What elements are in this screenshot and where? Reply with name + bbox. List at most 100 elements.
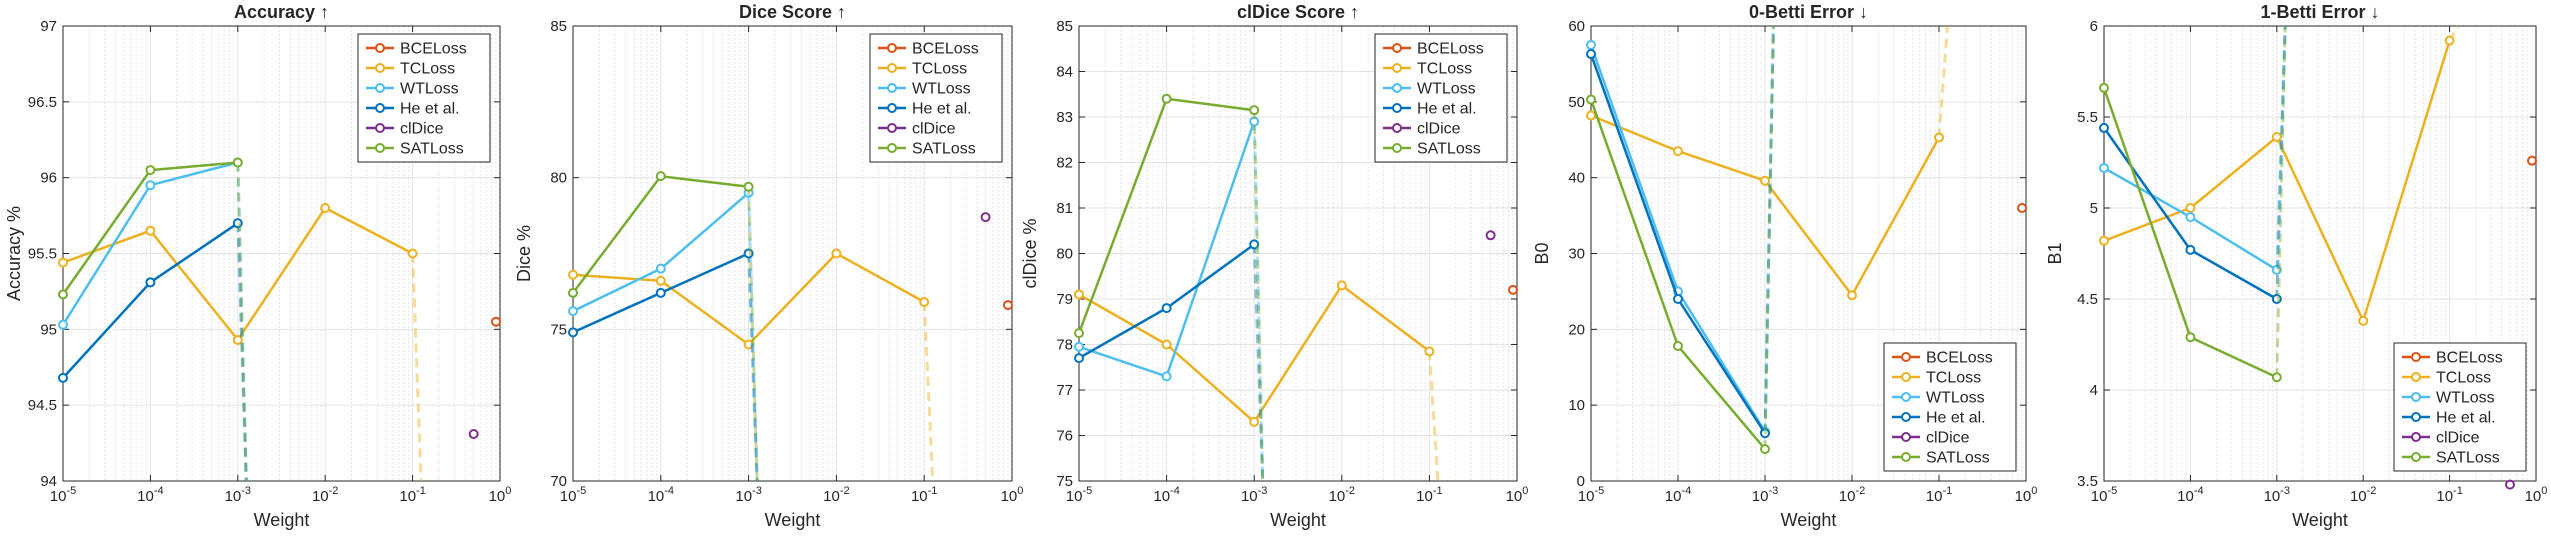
x-tick-label: 10-5 <box>1578 485 1604 505</box>
data-point-satloss <box>232 157 243 168</box>
chart-title: 0-Betti Error ↓ <box>1749 2 1868 22</box>
legend-swatch-marker <box>887 43 897 53</box>
series-tail-he-et-al <box>2275 25 2287 300</box>
series-bceloss <box>2017 203 2028 213</box>
data-point-tcloss <box>568 269 578 280</box>
legend-entry-satloss: SATLoss <box>366 141 464 158</box>
series-tcloss <box>2099 25 2460 326</box>
series-satloss <box>58 157 248 482</box>
y-tick-label: 84 <box>1056 64 1073 81</box>
data-point-he-et-al <box>232 218 243 229</box>
legend-entry-wtloss: WTLoss <box>1383 81 1476 98</box>
data-point-tcloss <box>1161 339 1172 350</box>
data-point-bceloss <box>1002 300 1013 311</box>
data-point-he-et-al <box>2099 122 2109 133</box>
axis-ticks <box>2103 25 2537 482</box>
legend: BCELoss TCLoss WTLoss He et al. clDice SATLos… <box>2393 342 2527 472</box>
data-point-tcloss <box>655 275 666 286</box>
series-he-et-al <box>58 218 248 482</box>
series-layer <box>1074 93 1518 482</box>
x-tick-label: 10-2 <box>823 485 849 505</box>
y-tick-label: 60 <box>1568 18 1585 35</box>
legend-entry-wtloss: WTLoss <box>366 81 459 98</box>
x-tick-label: 10-1 <box>399 485 425 505</box>
x-tick-label: 10-2 <box>312 485 338 505</box>
series-tcloss <box>1586 25 1949 301</box>
series-satloss <box>1586 25 1775 455</box>
data-point-tcloss <box>1074 289 1084 300</box>
legend-entry-tcloss: TCLoss <box>1892 370 1981 387</box>
legend-label: TCLoss <box>2436 370 2491 387</box>
y-tick-label: 4.5 <box>2077 291 2098 308</box>
legend-entry-tcloss: TCLoss <box>2402 370 2491 387</box>
y-tick-label: 76 <box>1056 428 1073 445</box>
legend-entry-bceloss: BCELoss <box>1892 350 1993 367</box>
data-point-wtloss <box>1249 116 1260 127</box>
legend-entry-bceloss: BCELoss <box>878 41 979 58</box>
legend-swatch-marker <box>1392 83 1402 93</box>
series-tail-tcloss <box>1937 25 1949 138</box>
data-point-he-et-al <box>2271 294 2282 304</box>
x-tick-label: 100 <box>489 485 512 505</box>
legend-entry-he-et-al: He et al. <box>1383 101 1477 118</box>
data-point-satloss <box>58 289 68 300</box>
data-point-tcloss <box>1249 416 1260 427</box>
data-point-wtloss <box>655 263 666 274</box>
data-point-wtloss <box>145 180 156 191</box>
y-tick-label: 6 <box>2090 18 2098 35</box>
legend-label: He et al. <box>1417 101 1477 118</box>
y-tick-label: 80 <box>550 170 567 187</box>
series-bceloss <box>1002 300 1013 311</box>
data-point-bceloss <box>1507 284 1518 295</box>
x-axis-label: Weight <box>1781 510 1837 530</box>
series-cldice <box>2504 479 2515 490</box>
series-layer <box>1586 25 2028 455</box>
legend-entry-tcloss: TCLoss <box>366 61 455 78</box>
legend-entry-bceloss: BCELoss <box>366 41 467 58</box>
legend-entry-cldice: clDice <box>1383 121 1461 138</box>
legend-swatch-marker <box>1392 123 1402 133</box>
data-point-bceloss <box>2527 155 2538 166</box>
series-wtloss <box>2099 25 2287 275</box>
legend-swatch-marker <box>375 83 385 93</box>
data-point-satloss <box>145 165 156 176</box>
y-tick-label: 94 <box>40 473 57 490</box>
series-tail-he-et-al <box>236 223 248 482</box>
x-tick-label: 10-5 <box>1066 485 1092 505</box>
legend-label: SATLoss <box>400 141 464 158</box>
legend-box <box>1374 33 1508 163</box>
legend-entry-cldice: clDice <box>1892 430 1970 447</box>
legend-entry-he-et-al: He et al. <box>878 101 972 118</box>
data-point-cldice <box>2504 479 2515 490</box>
x-tick-label: 10-2 <box>1329 485 1355 505</box>
chart-title: Dice Score ↑ <box>739 2 846 22</box>
data-point-wtloss <box>568 306 578 317</box>
legend-label: BCELoss <box>400 41 467 58</box>
legend-label: clDice <box>2436 430 2480 447</box>
axes-box <box>2103 25 2537 482</box>
series-layer <box>2099 25 2538 490</box>
legend-box <box>869 33 1003 163</box>
x-tick-label: 10-3 <box>1241 485 1267 505</box>
series-tail-satloss <box>1763 25 1775 450</box>
y-tick-label: 95 <box>40 321 57 338</box>
series-tail-wtloss <box>1763 25 1775 432</box>
axis-ticks <box>572 25 1013 482</box>
legend-label: clDice <box>912 121 956 138</box>
x-axis-label: Weight <box>2292 510 2348 530</box>
y-axis-label: B1 <box>2045 242 2065 264</box>
data-point-cldice <box>468 428 479 439</box>
legend-swatch-marker <box>1901 412 1911 422</box>
data-point-satloss <box>1161 93 1172 104</box>
data-point-he-et-al <box>568 327 578 338</box>
legend-entry-wtloss: WTLoss <box>1892 390 1985 407</box>
data-point-tcloss <box>2444 35 2455 46</box>
chart-panel-5: 10-5 10-4 10-3 10-2 10-1 100 3.5 4 4.5 5 5.5 6 Weigh… <box>2045 2 2547 530</box>
y-tick-label: 78 <box>1056 337 1073 354</box>
legend-swatch-marker <box>2411 352 2421 362</box>
chart-title: clDice Score ↑ <box>1237 2 1359 22</box>
legend-label: clDice <box>400 121 444 138</box>
y-tick-label: 40 <box>1568 170 1585 187</box>
series-layer <box>568 171 1013 482</box>
legend-swatch-marker <box>887 143 897 153</box>
